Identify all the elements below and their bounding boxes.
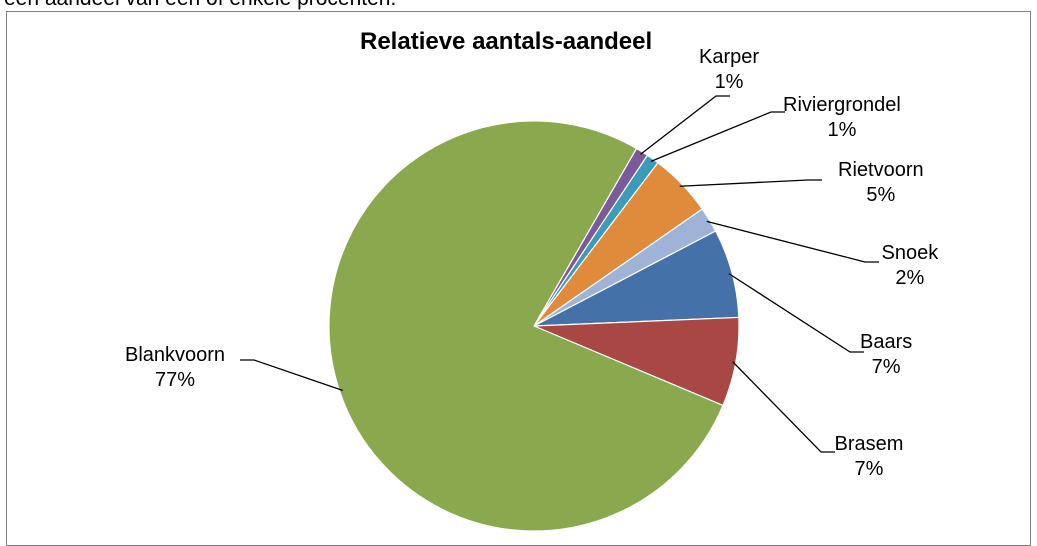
data-label-name: Rietvoorn [838,159,924,181]
data-label-baars: Baars 7% [860,330,912,380]
data-label-karper: Karper 1% [699,45,759,95]
leader-line-blankvoorn [240,359,343,392]
data-label-percent: 1% [827,119,857,141]
data-label-brasem: Brasem 7% [835,432,904,482]
leader-line-rietvoorn [679,179,822,187]
data-label-name: Riviergrondel [783,94,901,116]
data-label-percent: 7% [854,458,884,480]
data-label-percent: 77% [155,369,196,391]
chart-title: Relatieve aantals-aandeel [360,28,653,55]
data-label-percent: 2% [895,267,925,289]
data-label-name: Snoek [881,242,939,264]
data-label-blankvoorn: Blankvoorn 77% [125,343,225,393]
data-label-name: Karper [699,46,760,68]
data-label-rietvoorn: Rietvoorn 5% [838,158,924,208]
data-label-name: Blankvoorn [125,344,226,366]
leader-line-karper [640,95,730,155]
data-label-snoek: Snoek 2% [882,241,939,291]
leader-line-snoek [706,220,879,263]
data-label-name: Brasem [834,433,904,455]
data-label-name: Baars [860,331,913,353]
data-label-percent: 5% [866,184,896,206]
leader-lines [240,95,879,453]
pie-slice-blankvoorn [328,120,724,532]
data-label-riviergrondel: Riviergrondel 1% [783,93,901,143]
leader-line-brasem [732,361,835,453]
context-text: een aandeel van één of enkele procenten. [4,0,396,11]
leader-line-baars [728,273,864,353]
leader-line-riviergrondel [650,111,785,163]
data-label-percent: 7% [871,356,901,378]
data-label-percent: 1% [714,71,744,93]
